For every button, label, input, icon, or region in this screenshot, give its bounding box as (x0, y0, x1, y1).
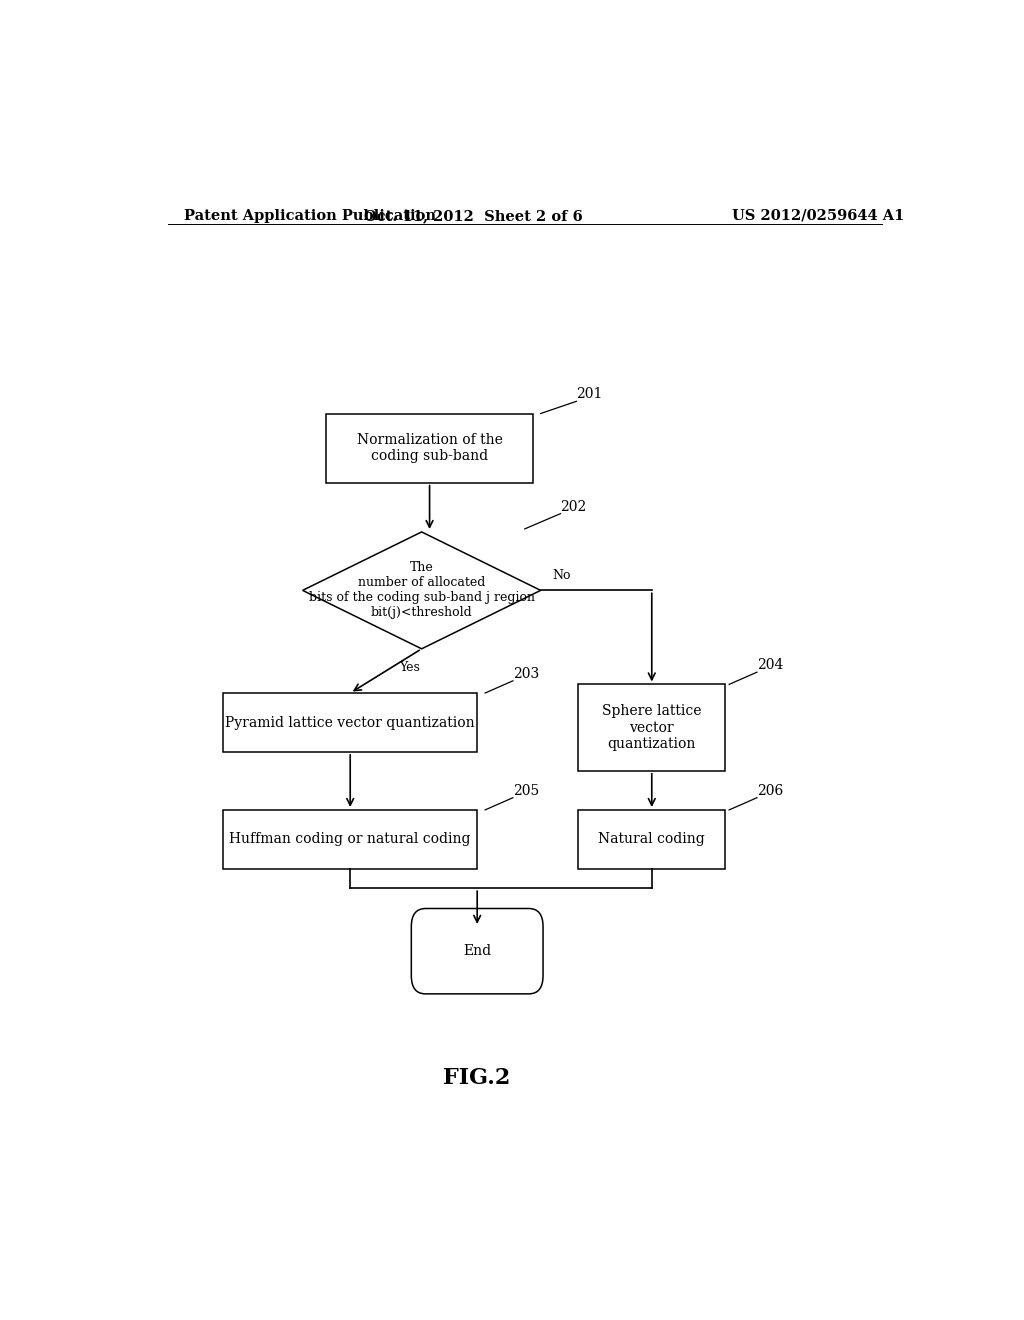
Text: Natural coding: Natural coding (598, 833, 706, 846)
Text: 201: 201 (577, 387, 603, 401)
Polygon shape (303, 532, 541, 649)
Text: Normalization of the
coding sub-band: Normalization of the coding sub-band (356, 433, 503, 463)
Text: 205: 205 (513, 784, 540, 797)
Text: Sphere lattice
vector
quantization: Sphere lattice vector quantization (602, 705, 701, 751)
Text: 204: 204 (757, 659, 783, 672)
Text: US 2012/0259644 A1: US 2012/0259644 A1 (732, 209, 904, 223)
FancyBboxPatch shape (223, 810, 477, 869)
Text: FIG.2: FIG.2 (443, 1068, 511, 1089)
Text: The
number of allocated
bits of the coding sub-band j region
bit(j)<threshold: The number of allocated bits of the codi… (308, 561, 535, 619)
Text: 203: 203 (513, 667, 540, 681)
FancyBboxPatch shape (223, 693, 477, 752)
Text: 202: 202 (560, 500, 587, 513)
FancyBboxPatch shape (579, 810, 725, 869)
Text: Pyramid lattice vector quantization: Pyramid lattice vector quantization (225, 715, 475, 730)
FancyBboxPatch shape (579, 684, 725, 771)
Text: Yes: Yes (399, 661, 420, 675)
FancyBboxPatch shape (412, 908, 543, 994)
Text: Oct. 11, 2012  Sheet 2 of 6: Oct. 11, 2012 Sheet 2 of 6 (364, 209, 583, 223)
Text: Patent Application Publication: Patent Application Publication (183, 209, 435, 223)
Text: No: No (553, 569, 571, 582)
Text: Huffman coding or natural coding: Huffman coding or natural coding (229, 833, 471, 846)
FancyBboxPatch shape (327, 413, 532, 483)
Text: End: End (463, 944, 492, 958)
Text: 206: 206 (757, 784, 783, 797)
